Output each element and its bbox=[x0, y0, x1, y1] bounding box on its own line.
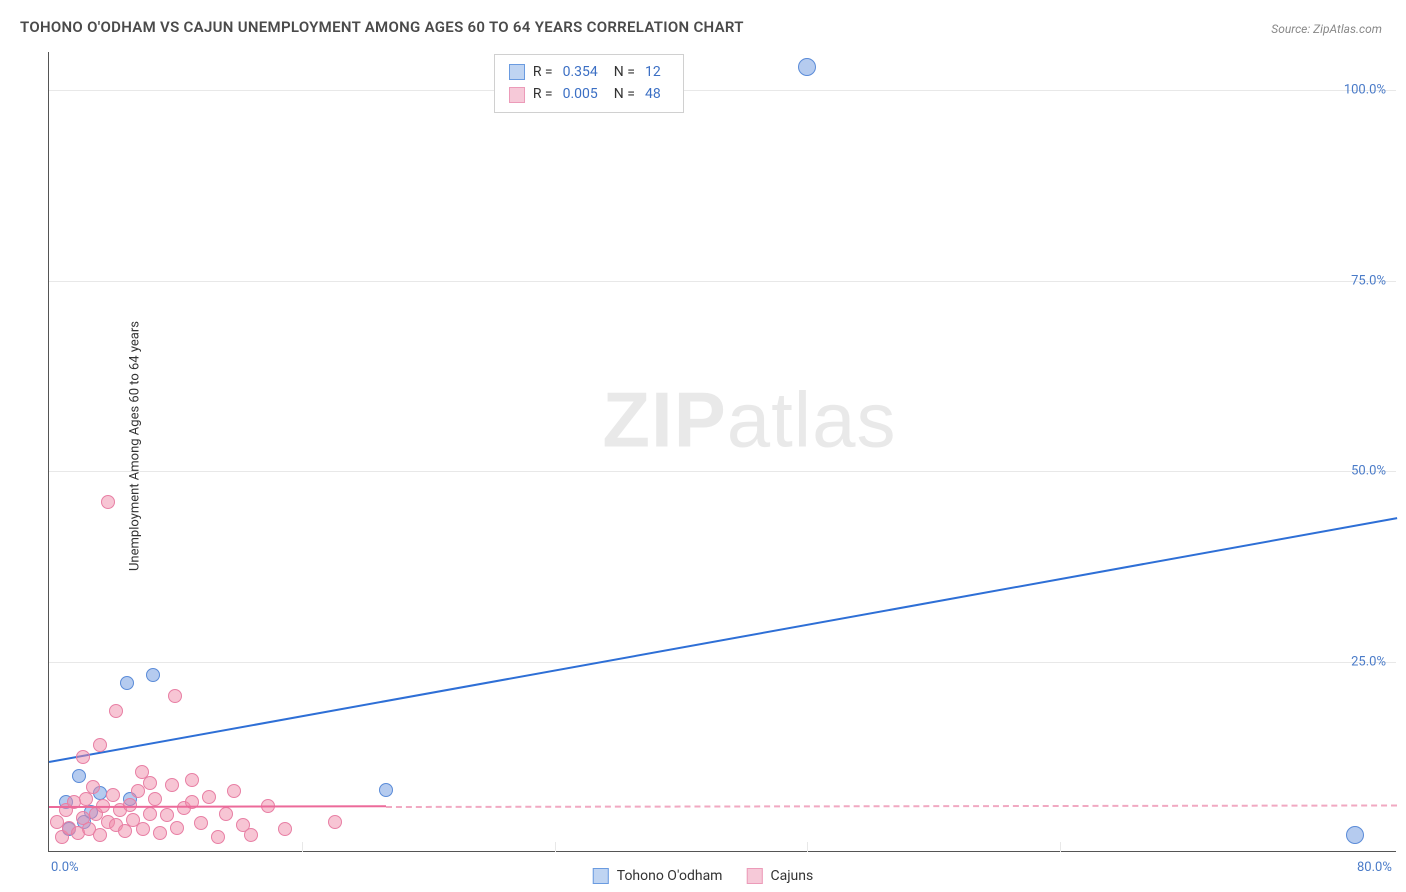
x-tick-label: 80.0% bbox=[1357, 860, 1392, 875]
scatter-point bbox=[148, 792, 162, 806]
stats-r-label: R = bbox=[533, 83, 553, 105]
trend-line bbox=[49, 806, 386, 809]
scatter-point bbox=[165, 778, 179, 792]
series-legend: Tohono O'odham Cajuns bbox=[593, 868, 813, 884]
tick-v bbox=[302, 842, 303, 852]
scatter-point bbox=[328, 815, 342, 829]
stats-swatch bbox=[509, 87, 525, 103]
scatter-point bbox=[170, 821, 184, 835]
y-tick-label: 50.0% bbox=[1351, 464, 1386, 479]
trend-line-dashed bbox=[386, 804, 1397, 808]
y-tick-label: 75.0% bbox=[1351, 273, 1386, 288]
gridline-h bbox=[49, 662, 1396, 663]
scatter-point bbox=[194, 816, 208, 830]
scatter-point bbox=[109, 704, 123, 718]
tick-v bbox=[807, 842, 808, 852]
watermark-light: atlas bbox=[727, 375, 897, 463]
scatter-point bbox=[72, 769, 86, 783]
watermark: ZIPatlas bbox=[602, 374, 896, 465]
scatter-point bbox=[798, 58, 816, 76]
scatter-point bbox=[1346, 826, 1364, 844]
scatter-point bbox=[211, 830, 225, 844]
scatter-point bbox=[93, 738, 107, 752]
scatter-point bbox=[185, 773, 199, 787]
scatter-point bbox=[106, 788, 120, 802]
stats-n-label: N = bbox=[614, 61, 635, 83]
scatter-point bbox=[379, 783, 393, 797]
chart-title: TOHONO O'ODHAM VS CAJUN UNEMPLOYMENT AMO… bbox=[20, 18, 744, 36]
legend-item-cajuns: Cajuns bbox=[746, 868, 813, 884]
scatter-point bbox=[168, 689, 182, 703]
scatter-point bbox=[86, 780, 100, 794]
legend-label-cajuns: Cajuns bbox=[770, 868, 813, 884]
scatter-point bbox=[227, 784, 241, 798]
legend-swatch-tohono bbox=[593, 868, 609, 884]
stats-r-label: R = bbox=[533, 61, 553, 83]
scatter-point bbox=[120, 676, 134, 690]
legend-item-tohono: Tohono O'odham bbox=[593, 868, 723, 884]
scatter-point bbox=[76, 750, 90, 764]
x-tick-label: 0.0% bbox=[51, 860, 79, 875]
gridline-h bbox=[49, 281, 1396, 282]
y-tick-label: 25.0% bbox=[1351, 654, 1386, 669]
scatter-point bbox=[143, 807, 157, 821]
scatter-point bbox=[244, 828, 258, 842]
gridline-h bbox=[49, 90, 1396, 91]
stats-n-value: 12 bbox=[645, 61, 661, 83]
gridline-h bbox=[49, 471, 1396, 472]
watermark-bold: ZIP bbox=[602, 375, 726, 463]
stats-n-label: N = bbox=[614, 83, 635, 105]
scatter-point bbox=[93, 828, 107, 842]
scatter-point bbox=[136, 822, 150, 836]
stats-row: R = 0.354 N = 12 bbox=[509, 61, 669, 83]
scatter-point bbox=[160, 808, 174, 822]
scatter-point bbox=[143, 776, 157, 790]
scatter-point bbox=[146, 668, 160, 682]
scatter-point bbox=[278, 822, 292, 836]
stats-row: R = 0.005 N = 48 bbox=[509, 83, 669, 105]
legend-label-tohono: Tohono O'odham bbox=[617, 868, 723, 884]
scatter-point bbox=[101, 495, 115, 509]
scatter-point bbox=[219, 807, 233, 821]
stats-r-value: 0.005 bbox=[563, 83, 598, 105]
stats-n-value: 48 bbox=[645, 83, 661, 105]
stats-swatch bbox=[509, 64, 525, 80]
legend-swatch-cajuns bbox=[746, 868, 762, 884]
tick-v bbox=[555, 842, 556, 852]
trend-line bbox=[49, 517, 1397, 763]
correlation-stats-box: R = 0.354 N = 12 R = 0.005 N = 48 bbox=[494, 54, 684, 113]
scatter-point bbox=[153, 826, 167, 840]
scatter-point bbox=[202, 790, 216, 804]
stats-r-value: 0.354 bbox=[563, 61, 598, 83]
source-attribution: Source: ZipAtlas.com bbox=[1271, 22, 1382, 36]
scatter-point bbox=[123, 798, 137, 812]
y-tick-label: 100.0% bbox=[1344, 83, 1386, 98]
plot-area: ZIPatlas 25.0%50.0%75.0%100.0%0.0%80.0%R… bbox=[48, 52, 1396, 852]
tick-v bbox=[1060, 842, 1061, 852]
